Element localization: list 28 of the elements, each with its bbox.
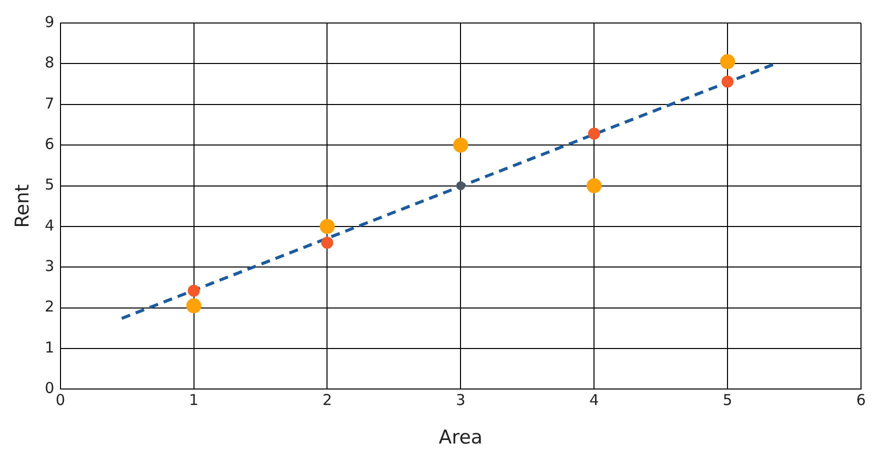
y-tick-label: 1 — [44, 338, 54, 356]
y-tick-label: 2 — [44, 298, 54, 316]
point — [722, 76, 734, 88]
point — [320, 218, 335, 234]
point — [188, 284, 200, 297]
y-tick-label: 0 — [44, 379, 54, 398]
point — [186, 298, 202, 314]
x-tick-label: 1 — [189, 391, 199, 410]
x-tick-label: 2 — [322, 391, 332, 410]
y-tick-label: 6 — [44, 134, 54, 153]
y-tick-label: 4 — [44, 216, 54, 234]
y-axis-title: Rent — [11, 184, 34, 228]
x-tick-label: 3 — [456, 391, 466, 410]
x-tick-label: 4 — [589, 391, 599, 410]
point — [588, 128, 600, 140]
point — [586, 178, 602, 194]
point — [453, 138, 468, 153]
point — [456, 181, 466, 190]
x-tick-label: 5 — [722, 391, 732, 410]
point — [321, 236, 334, 249]
point — [720, 54, 736, 70]
y-tick-label: 5 — [44, 176, 54, 194]
x-axis-title: Area — [438, 426, 483, 449]
x-tick-label: 6 — [856, 391, 866, 410]
y-tick-label: 8 — [44, 54, 54, 72]
y-tick-label: 7 — [44, 94, 54, 112]
y-tick-label: 9 — [44, 12, 54, 31]
y-tick-label: 3 — [44, 257, 54, 276]
